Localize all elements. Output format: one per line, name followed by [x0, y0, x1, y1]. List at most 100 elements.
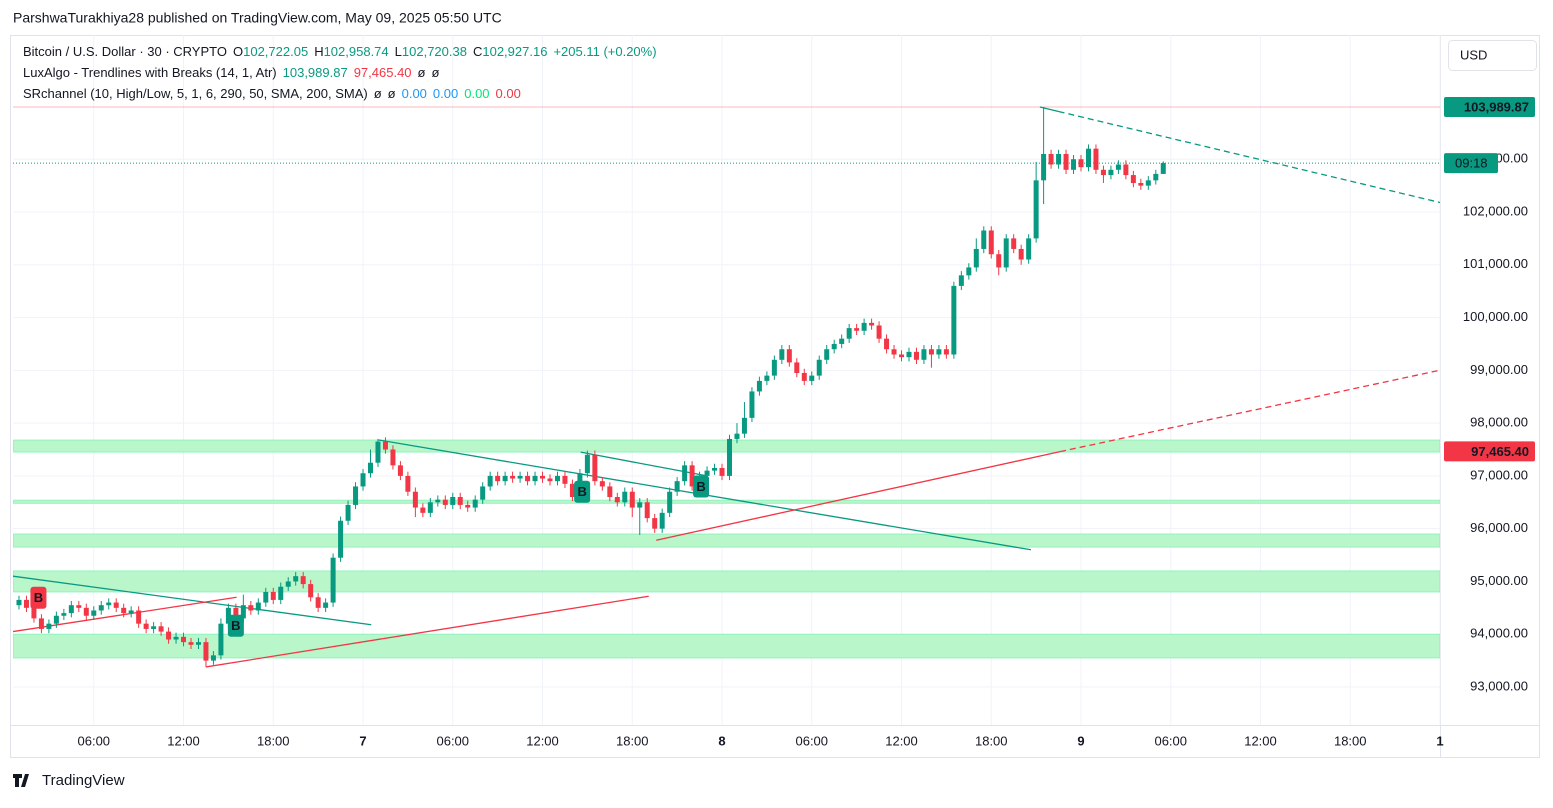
legend-item: SRchannel (10, High/Low, 5, 1, 6, 290, 5… [23, 86, 368, 101]
candle-body [913, 351, 919, 360]
candle-body [1071, 159, 1077, 170]
trendline [205, 595, 649, 668]
candle-body [510, 475, 516, 479]
candle-body [667, 491, 673, 513]
candle-body [218, 623, 224, 656]
candle-body [248, 605, 254, 611]
candle-body [151, 626, 157, 629]
x-tick-label: 06:00 [78, 733, 111, 748]
candle-body [637, 502, 643, 508]
candle-body [854, 328, 860, 331]
currency-button[interactable] [1448, 40, 1537, 71]
x-tick-label: 12:00 [526, 733, 559, 748]
trendline [1039, 106, 1059, 113]
candle-body [46, 623, 52, 629]
y-tick-label: 102,000.00 [1463, 203, 1528, 218]
x-tick-label: 8 [718, 733, 725, 748]
candle-body [442, 499, 448, 505]
x-tick-label: 06:00 [1154, 733, 1187, 748]
candle-body [1018, 248, 1024, 260]
candle-body [1160, 163, 1166, 174]
candle-body [869, 322, 875, 326]
axes: 93,000.00 94,000.00 95,000.00 96,000.00 97,0… [78, 96, 1535, 748]
candle-body [906, 351, 912, 358]
candle-body [98, 605, 104, 611]
candle-body [928, 349, 934, 355]
x-tick-label: 12:00 [885, 733, 918, 748]
legend-item: LuxAlgo - Trendlines with Breaks (14, 1,… [23, 65, 277, 80]
x-tick-label: 18:00 [1334, 733, 1367, 748]
signal-label: B [696, 479, 705, 494]
candle-body [973, 248, 979, 268]
candle-body [83, 607, 89, 616]
candle-body [16, 599, 22, 606]
candle-body [861, 322, 867, 331]
candle-body [966, 267, 972, 276]
candle-body [1138, 182, 1144, 186]
publish-info: ParshwaTurakhiya28 published on TradingV… [13, 10, 502, 26]
candle-body [682, 465, 688, 482]
candle-body [472, 499, 478, 508]
x-tick-label: 12:00 [167, 733, 200, 748]
legend-item: ø [418, 65, 426, 80]
candle-body [794, 362, 800, 373]
candle-body [76, 605, 82, 608]
x-tick-label: 1 [1436, 733, 1443, 748]
candle-body [136, 610, 142, 624]
legend-item: +205.11 (+0.20%) [553, 44, 656, 59]
price-label-box [1444, 96, 1535, 117]
legend-item: H [314, 44, 323, 59]
candle-body [1093, 148, 1099, 170]
trendline [656, 450, 1061, 541]
sr-zone [13, 499, 1440, 504]
candle-body [91, 610, 97, 616]
candle-body [592, 454, 598, 482]
candle-body [420, 507, 426, 513]
candle-body [1056, 153, 1062, 165]
candle-body [457, 497, 463, 505]
legend-item: 97,465.40 [354, 65, 412, 80]
legend-item: 102,720.38 [402, 44, 467, 59]
candle-body [1026, 238, 1032, 260]
legend-item: ø [432, 65, 440, 80]
candle-body [876, 325, 882, 339]
candle-body [23, 599, 29, 608]
candle-body [353, 486, 359, 505]
candle-body [166, 631, 172, 640]
x-tick-label: 18:00 [975, 733, 1008, 748]
signal-label: B [577, 484, 586, 499]
candle-body [726, 438, 732, 476]
candle-body [540, 475, 546, 479]
candle-body [173, 636, 179, 640]
candle-body [345, 504, 351, 521]
candle-body [240, 605, 246, 619]
legend-item: C [473, 44, 482, 59]
candle-body [1085, 148, 1091, 168]
candle-body [300, 576, 306, 585]
candle-body [741, 417, 747, 434]
currency: USD [1460, 47, 1487, 62]
candle-body [734, 433, 740, 439]
candle-body [517, 475, 523, 479]
candle-body [427, 502, 433, 513]
legend-item: 102,927.16 [482, 44, 547, 59]
plot-area: B B B B [13, 106, 1440, 668]
trendline [1058, 110, 1440, 204]
legend-item: Bitcoin / U.S. Dollar · 30 · CRYPTO [23, 44, 227, 59]
x-tick-label: 06:00 [436, 733, 469, 748]
trendline [13, 575, 372, 626]
sr-zone [13, 533, 1440, 548]
legend-item: 102,722.05 [243, 44, 308, 59]
sr-zone [13, 439, 1440, 453]
candle-body [270, 592, 276, 600]
candle-body [1011, 238, 1017, 249]
candle-body [1003, 238, 1009, 268]
candle-body [921, 349, 927, 360]
candle-body [38, 618, 44, 629]
candle-body [225, 607, 231, 624]
candle-body [532, 475, 538, 482]
sr-zone [13, 633, 1440, 659]
candle-body [1123, 164, 1129, 176]
candle-body [719, 467, 725, 476]
candle-body [195, 642, 201, 645]
